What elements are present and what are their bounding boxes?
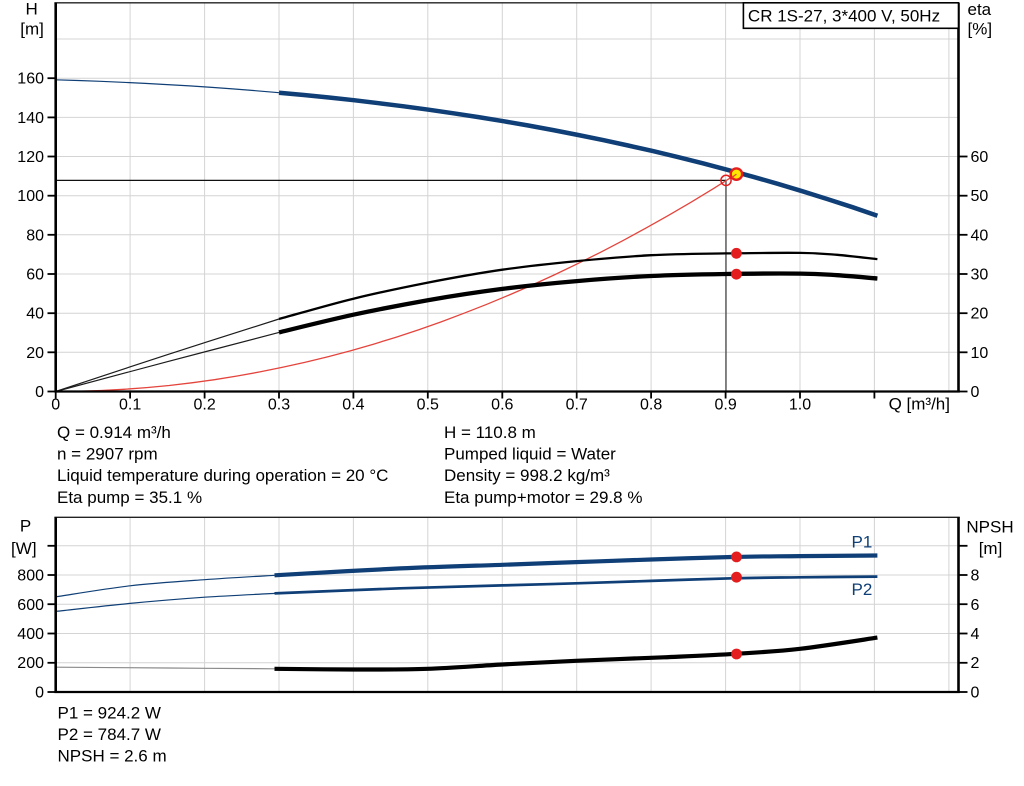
svg-text:Q = 0.914 m³/h: Q = 0.914 m³/h bbox=[57, 423, 171, 442]
svg-text:eta: eta bbox=[968, 0, 992, 19]
svg-text:40: 40 bbox=[26, 306, 44, 323]
svg-text:200: 200 bbox=[17, 655, 44, 672]
svg-text:50: 50 bbox=[971, 188, 989, 205]
svg-text:Q [m³/h]: Q [m³/h] bbox=[889, 395, 950, 414]
svg-text:160: 160 bbox=[17, 71, 44, 88]
svg-text:Liquid temperature during oper: Liquid temperature during operation = 20… bbox=[57, 466, 388, 485]
svg-text:0.5: 0.5 bbox=[417, 397, 439, 414]
svg-text:20: 20 bbox=[26, 345, 44, 362]
svg-text:0.4: 0.4 bbox=[342, 397, 364, 414]
svg-text:NPSH = 2.6 m: NPSH = 2.6 m bbox=[58, 747, 167, 766]
svg-text:0.3: 0.3 bbox=[268, 397, 290, 414]
svg-text:0.7: 0.7 bbox=[566, 397, 588, 414]
svg-text:60: 60 bbox=[26, 267, 44, 284]
svg-text:Pumped liquid = Water: Pumped liquid = Water bbox=[444, 445, 616, 464]
svg-text:30: 30 bbox=[971, 267, 989, 284]
svg-text:P2 = 784.7 W: P2 = 784.7 W bbox=[58, 725, 161, 744]
svg-text:0: 0 bbox=[971, 384, 980, 401]
svg-text:2: 2 bbox=[971, 655, 980, 672]
svg-text:8: 8 bbox=[971, 568, 980, 585]
svg-text:20: 20 bbox=[971, 306, 989, 323]
svg-text:Density = 998.2 kg/m³: Density = 998.2 kg/m³ bbox=[444, 466, 610, 485]
svg-text:0.1: 0.1 bbox=[119, 397, 141, 414]
svg-text:Eta pump+motor = 29.8 %: Eta pump+motor = 29.8 % bbox=[444, 488, 642, 507]
svg-text:400: 400 bbox=[17, 626, 44, 643]
svg-text:6: 6 bbox=[971, 597, 980, 614]
svg-text:100: 100 bbox=[17, 188, 44, 205]
svg-text:0: 0 bbox=[35, 685, 44, 702]
svg-text:P1 = 924.2 W: P1 = 924.2 W bbox=[58, 703, 161, 722]
svg-text:[m]: [m] bbox=[979, 539, 1003, 558]
svg-text:[m]: [m] bbox=[20, 20, 44, 39]
svg-text:140: 140 bbox=[17, 110, 44, 127]
svg-text:1.0: 1.0 bbox=[789, 397, 811, 414]
svg-text:120: 120 bbox=[17, 149, 44, 166]
svg-text:10: 10 bbox=[971, 345, 989, 362]
svg-text:0: 0 bbox=[51, 397, 60, 414]
svg-text:0: 0 bbox=[35, 384, 44, 401]
svg-text:800: 800 bbox=[17, 568, 44, 585]
svg-text:CR 1S-27, 3*400 V, 50Hz: CR 1S-27, 3*400 V, 50Hz bbox=[748, 6, 940, 25]
svg-text:80: 80 bbox=[26, 227, 44, 244]
svg-text:[W]: [W] bbox=[11, 539, 37, 558]
svg-text:0.2: 0.2 bbox=[193, 397, 215, 414]
svg-text:[%]: [%] bbox=[968, 20, 993, 39]
svg-text:P2: P2 bbox=[852, 580, 873, 599]
svg-text:H: H bbox=[26, 0, 38, 19]
svg-text:NPSH: NPSH bbox=[966, 518, 1013, 537]
svg-text:P: P bbox=[20, 516, 31, 535]
svg-text:0.6: 0.6 bbox=[491, 397, 513, 414]
svg-text:0.9: 0.9 bbox=[714, 397, 736, 414]
svg-text:60: 60 bbox=[971, 149, 989, 166]
svg-text:0.8: 0.8 bbox=[640, 397, 662, 414]
svg-text:P1: P1 bbox=[852, 532, 873, 551]
svg-text:H = 110.8 m: H = 110.8 m bbox=[444, 423, 536, 442]
svg-text:40: 40 bbox=[971, 227, 989, 244]
svg-text:0: 0 bbox=[971, 685, 980, 702]
svg-text:n = 2907 rpm: n = 2907 rpm bbox=[57, 445, 158, 464]
svg-text:Eta pump = 35.1 %: Eta pump = 35.1 % bbox=[57, 488, 202, 507]
svg-text:4: 4 bbox=[971, 626, 980, 643]
svg-text:600: 600 bbox=[17, 597, 44, 614]
